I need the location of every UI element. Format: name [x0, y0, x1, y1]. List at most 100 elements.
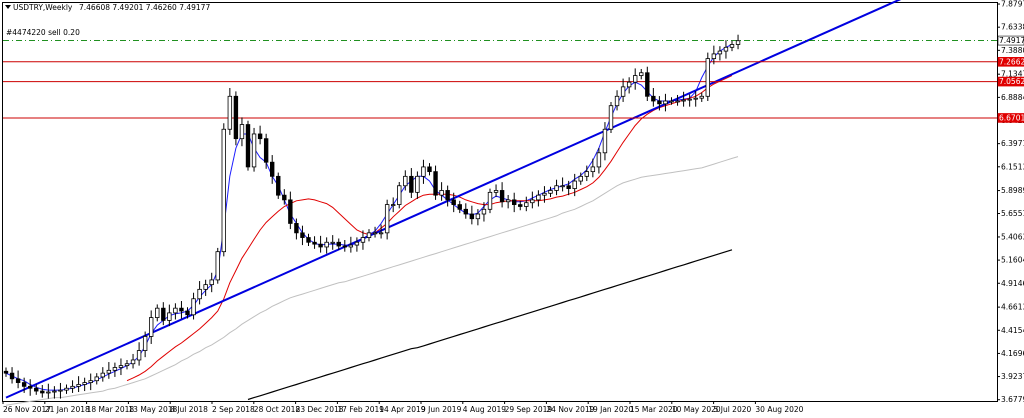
- candle[interactable]: [185, 307, 190, 319]
- candle[interactable]: [475, 209, 481, 226]
- candle[interactable]: [34, 384, 39, 395]
- candle[interactable]: [518, 200, 523, 211]
- candle[interactable]: [536, 190, 541, 207]
- candle[interactable]: [3, 367, 9, 377]
- candle[interactable]: [572, 173, 577, 197]
- candle[interactable]: [227, 88, 233, 135]
- candle[interactable]: [705, 52, 710, 101]
- candle[interactable]: [209, 272, 214, 293]
- candle[interactable]: [711, 45, 717, 65]
- candle[interactable]: [9, 367, 15, 384]
- candle[interactable]: [548, 186, 553, 198]
- candle[interactable]: [300, 225, 305, 246]
- candle[interactable]: [276, 172, 281, 199]
- candle[interactable]: [282, 189, 287, 205]
- candle[interactable]: [233, 91, 239, 146]
- candle[interactable]: [161, 302, 166, 326]
- candle[interactable]: [142, 331, 148, 358]
- candle[interactable]: [124, 359, 130, 370]
- candle[interactable]: [88, 373, 93, 391]
- candle[interactable]: [251, 127, 257, 172]
- candle[interactable]: [639, 68, 644, 80]
- candle[interactable]: [330, 235, 335, 250]
- candle[interactable]: [179, 301, 184, 319]
- candle[interactable]: [21, 377, 27, 393]
- candle[interactable]: [530, 191, 535, 209]
- candle[interactable]: [354, 237, 360, 252]
- candle[interactable]: [560, 177, 565, 192]
- candle[interactable]: [384, 199, 390, 240]
- candle[interactable]: [451, 192, 456, 213]
- candle[interactable]: [318, 235, 323, 253]
- candle[interactable]: [263, 133, 269, 169]
- candle[interactable]: [306, 233, 311, 247]
- candle[interactable]: [481, 202, 487, 222]
- candle[interactable]: [729, 40, 735, 52]
- candle[interactable]: [608, 101, 614, 134]
- candle[interactable]: [433, 165, 438, 200]
- trade-label[interactable]: #4474220 sell 0.20: [6, 28, 80, 37]
- candle[interactable]: [40, 385, 45, 398]
- candle[interactable]: [106, 362, 112, 379]
- candle[interactable]: [167, 304, 172, 327]
- candle[interactable]: [669, 97, 674, 105]
- candle[interactable]: [197, 281, 202, 305]
- candle[interactable]: [130, 353, 136, 369]
- candle[interactable]: [578, 172, 583, 185]
- candle[interactable]: [512, 192, 517, 213]
- candle[interactable]: [269, 155, 275, 184]
- candle[interactable]: [439, 182, 444, 201]
- candle[interactable]: [294, 218, 299, 240]
- candle[interactable]: [566, 180, 571, 196]
- candle[interactable]: [675, 94, 680, 106]
- candle[interactable]: [360, 230, 366, 250]
- candle[interactable]: [505, 194, 511, 209]
- candle[interactable]: [421, 159, 426, 184]
- candle[interactable]: [155, 304, 160, 322]
- trendline[interactable]: [5, 0, 997, 399]
- candle[interactable]: [409, 168, 414, 198]
- candle[interactable]: [645, 66, 650, 101]
- candle[interactable]: [342, 239, 347, 252]
- candle[interactable]: [499, 182, 505, 208]
- candle[interactable]: [469, 205, 475, 225]
- candle[interactable]: [415, 171, 420, 199]
- candle[interactable]: [633, 68, 638, 90]
- candle[interactable]: [445, 185, 450, 207]
- candle[interactable]: [457, 200, 462, 214]
- candle[interactable]: [584, 165, 589, 182]
- candle[interactable]: [590, 158, 596, 178]
- candle[interactable]: [15, 370, 21, 389]
- candle[interactable]: [100, 367, 105, 382]
- candle[interactable]: [723, 40, 729, 59]
- candle[interactable]: [76, 376, 81, 392]
- candle[interactable]: [620, 78, 626, 102]
- candle[interactable]: [717, 46, 723, 61]
- candle[interactable]: [657, 96, 662, 111]
- candle[interactable]: [245, 120, 251, 171]
- candle[interactable]: [64, 384, 69, 394]
- candle[interactable]: [288, 191, 293, 230]
- candle[interactable]: [687, 94, 692, 107]
- candle[interactable]: [136, 342, 142, 366]
- candle[interactable]: [27, 379, 33, 396]
- candle[interactable]: [542, 186, 547, 203]
- candle[interactable]: [427, 163, 432, 176]
- candle[interactable]: [735, 34, 741, 50]
- candle[interactable]: [324, 237, 329, 254]
- candle[interactable]: [596, 147, 602, 174]
- candle[interactable]: [215, 247, 220, 284]
- candle[interactable]: [693, 91, 698, 107]
- candle[interactable]: [70, 380, 75, 393]
- candle[interactable]: [493, 184, 499, 198]
- candle[interactable]: [524, 196, 529, 212]
- candle[interactable]: [403, 170, 408, 191]
- candle[interactable]: [118, 358, 124, 376]
- candle[interactable]: [390, 197, 396, 213]
- candle[interactable]: [651, 88, 656, 107]
- candle[interactable]: [397, 181, 402, 209]
- candle[interactable]: [366, 229, 372, 242]
- candle[interactable]: [173, 303, 178, 320]
